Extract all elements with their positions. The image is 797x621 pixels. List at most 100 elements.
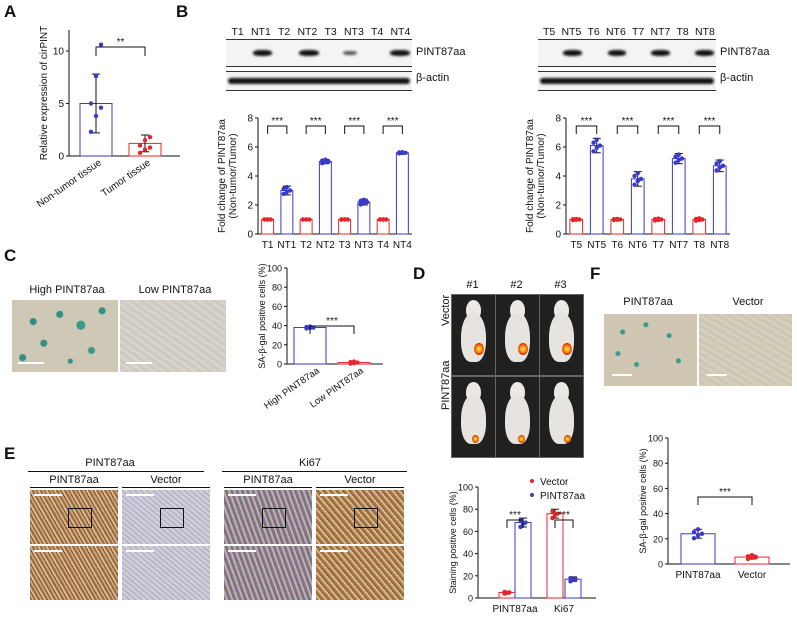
d-xlabel: PINT87aa [492,604,537,615]
B1-ylabel: Fold change of PINT87aa [217,119,228,233]
b2-bar [671,158,686,235]
b1-bar [280,190,294,235]
C-ytick-label: 80 [272,283,282,293]
d-point [568,575,573,581]
B2-ytick-label: 6 [555,143,561,154]
a-xlabel: Non-tumor tissue [35,157,104,210]
lane-label: NT4 [390,26,411,38]
b2-sig: *** [581,116,593,127]
A-ytick-label: 5 [58,99,64,110]
b1-point [268,217,274,222]
b2-point [697,216,702,221]
a-point [93,74,99,79]
b2-point [635,170,640,176]
b2-xlabel: T8 [693,240,705,251]
d-point [507,590,512,595]
b1-bracket [382,125,403,134]
a-point [142,147,148,152]
e-sub-1: PINT87aa [49,474,99,486]
C-ytick-label: 100 [267,264,282,274]
b2-point [615,216,620,222]
b1-sig: *** [348,116,360,127]
d-legend-marker [530,479,534,483]
b1-point [339,217,344,222]
b2-point [714,161,719,166]
f-point [695,533,701,538]
b1-point [384,217,389,222]
a-point [137,150,143,156]
C-ytick-label: 20 [272,340,282,350]
blot-2-lane-labels: T5 NT5 T6 NT6 T7 NT7 T8 NT8 [538,26,716,40]
b2-point [591,140,596,145]
F-ytick-label: 100 [648,434,663,444]
f-point [745,554,751,559]
lane-label: NT3 [343,26,364,38]
d-mouse-image [451,294,496,376]
c-sig: *** [326,316,338,327]
d-mouse-image [495,294,540,376]
F-ytick-label: 0 [658,560,663,570]
d-bracket [506,519,524,528]
b1-point [262,217,267,222]
b2-xlabel: NT8 [710,240,729,251]
b2-point [679,156,685,161]
f-xlabel: Vector [738,570,767,581]
e-ihc-image [30,490,118,544]
b1-xlabel: NT1 [277,240,296,251]
C-ytick-label: 0 [277,360,282,370]
d-row-label-vector: Vector [440,294,452,326]
b2-xlabel: NT6 [628,240,647,251]
b2-point [673,154,678,159]
b1-point [342,217,347,222]
f-point [691,529,697,535]
a-point [88,101,94,106]
d-bar [514,522,532,599]
d-mouse-image [539,376,584,458]
blot-2-marker-label: PINT87aa [720,46,770,58]
e-ihc-image [30,546,118,600]
B2-ylabel: Fold change of PINT87aa [525,119,536,233]
e-group2-underline [222,471,407,472]
d-point [518,524,523,530]
f-right-title: Vector [732,296,764,308]
b2-bracket [698,125,721,134]
B1-ytick-label: 0 [247,230,253,241]
b1-xlabel: T4 [377,240,389,251]
f-point [691,535,697,541]
b1-bar [357,201,371,235]
e-group2-title: Ki67 [298,457,322,469]
B1-ytick-label: 2 [247,201,253,212]
f-point [749,552,755,558]
a-point [147,145,153,150]
d-sig: *** [558,510,570,521]
b1-point [396,150,402,155]
b2-point [594,145,599,150]
b2-point [717,159,722,164]
b2-point [632,173,637,179]
b2-point [635,178,640,184]
D-ytick-label: 20 [463,571,473,581]
b2-point [638,176,644,182]
e-ihc-image [122,490,210,544]
b1-point [380,217,386,222]
d-point [550,509,555,514]
b2-point [574,216,579,222]
b1-sig: *** [310,116,322,127]
d-legend-vector: Vector [540,477,569,488]
f-point [695,527,701,532]
b2-point [720,163,726,169]
d-bracket [554,519,574,528]
a-point [147,134,153,140]
e-sub-2: Vector [150,474,182,486]
panel-label-c: C [4,246,17,265]
a-point [93,113,99,119]
b2-xlabel: T5 [570,240,582,251]
lane-label: T4 [370,26,384,38]
b1-point [265,217,270,222]
b2-point [597,143,603,148]
a-point [98,42,104,47]
c-low-title: Low PINT87aa [138,284,212,296]
lane-label: T1 [231,26,244,38]
d-point [502,589,507,595]
B2-ytick-label: 2 [555,201,561,212]
